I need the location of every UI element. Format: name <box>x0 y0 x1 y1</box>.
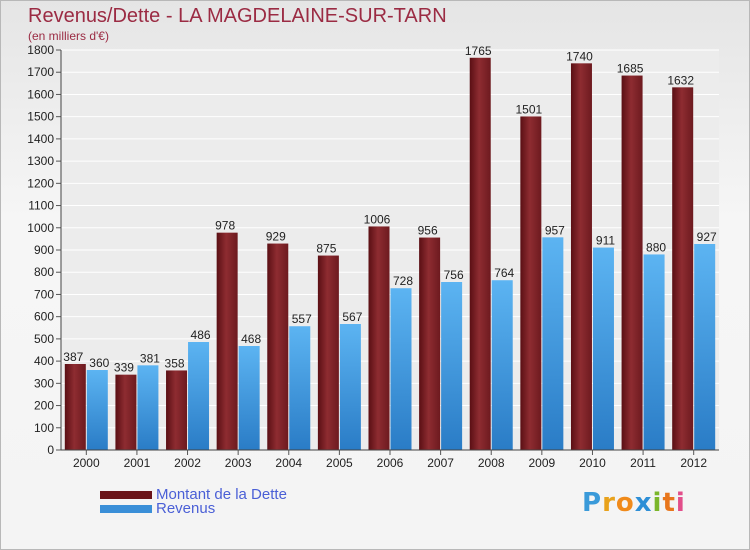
y-tick-label: 600 <box>34 310 54 324</box>
x-tick-label: 2000 <box>73 456 100 470</box>
x-tick-label: 2009 <box>528 456 555 470</box>
chart-title: Revenus/Dette - LA MAGDELAINE-SUR-TARN <box>28 5 447 27</box>
y-axis: 0 100 200 300 400 500 600 700 800 900 1000 1100 1200… <box>27 43 62 457</box>
data-label: 875 <box>316 242 336 256</box>
data-label: 911 <box>596 234 615 248</box>
data-label: 381 <box>140 351 160 365</box>
bar-revenue <box>390 288 412 450</box>
bar-debt <box>64 364 86 450</box>
grid-lines <box>61 49 719 451</box>
bar-debt <box>419 237 441 450</box>
bar-revenue <box>491 280 513 450</box>
legend-swatch-debt <box>100 490 152 499</box>
legend-label-debt: Montant de la Dette <box>156 486 287 503</box>
data-label: 567 <box>342 310 362 324</box>
x-tick-label: 2001 <box>124 456 151 470</box>
x-tick-label: 2004 <box>275 456 302 470</box>
legend-item-revenue: Revenus <box>100 500 215 517</box>
y-tick-label: 100 <box>34 421 54 435</box>
bar-debt <box>520 116 542 450</box>
data-label: 956 <box>418 224 438 238</box>
data-label: 1685 <box>617 62 644 76</box>
data-label: 927 <box>697 230 717 244</box>
bar-revenue <box>86 370 108 450</box>
legend-item-debt: Montant de la Dette <box>100 486 287 503</box>
x-tick-label: 2011 <box>630 456 656 470</box>
bar-revenue <box>441 282 463 450</box>
bar-debt <box>368 226 390 450</box>
bar-debt <box>267 243 289 450</box>
bar-debt <box>115 374 137 450</box>
data-label: 1740 <box>566 49 593 63</box>
proxiti-logo: Proxiti <box>582 488 686 518</box>
data-label: 557 <box>292 312 312 326</box>
y-tick-label: 1100 <box>28 199 54 213</box>
data-label: 1632 <box>667 73 694 87</box>
data-label: 756 <box>444 268 464 282</box>
y-tick-label: 400 <box>34 354 54 368</box>
y-tick-label: 200 <box>34 399 54 413</box>
data-label: 764 <box>494 266 514 280</box>
data-label: 486 <box>191 328 211 342</box>
bar-debt <box>317 255 339 450</box>
y-tick-label: 1200 <box>27 176 54 190</box>
y-tick-label: 1800 <box>27 43 54 57</box>
y-tick-label: 0 <box>47 443 54 457</box>
bar-revenue <box>592 247 614 450</box>
y-tick-label: 1500 <box>27 110 54 124</box>
x-tick-label: 2003 <box>225 456 252 470</box>
x-tick-label: 2007 <box>427 456 454 470</box>
bar-revenue <box>542 237 564 450</box>
data-label: 358 <box>165 356 185 370</box>
y-tick-label: 1700 <box>27 65 54 79</box>
bar-debt <box>570 63 592 450</box>
y-tick-label: 700 <box>34 287 54 301</box>
data-label: 880 <box>646 240 666 254</box>
bar-revenue <box>188 342 210 450</box>
bar-revenue <box>339 324 361 450</box>
bar-revenue <box>694 244 716 450</box>
legend-label-revenue: Revenus <box>156 500 216 517</box>
bar-revenue <box>238 346 260 450</box>
x-tick-label: 2010 <box>579 456 606 470</box>
data-label: 957 <box>545 223 565 237</box>
chart-subtitle: (en milliers d'€) <box>28 29 109 43</box>
bar-debt <box>469 57 491 451</box>
y-tick-label: 1400 <box>27 132 54 146</box>
x-tick-label: 2006 <box>377 456 404 470</box>
x-axis: 2000 2001 2002 2003 2004 2005 2006 2007 2008 2009… <box>61 449 719 470</box>
data-label: 1765 <box>465 44 492 58</box>
data-label: 728 <box>393 274 413 288</box>
data-label: 978 <box>215 219 235 233</box>
x-tick-label: 2002 <box>174 456 201 470</box>
bar-revenue <box>137 365 159 450</box>
y-tick-label: 1300 <box>27 154 54 168</box>
bar-revenue <box>643 254 665 450</box>
y-tick-label: 500 <box>34 332 54 346</box>
x-tick-label: 2005 <box>326 456 353 470</box>
y-tick-label: 300 <box>34 376 54 390</box>
bar-debt <box>216 232 238 450</box>
bars: 387 360 339 381 358 486 978 468 929 557 875 567 1006… <box>63 44 717 451</box>
data-label: 360 <box>89 356 109 370</box>
data-label: 468 <box>241 332 261 346</box>
bar-debt <box>672 87 694 450</box>
y-tick-label: 900 <box>34 243 54 257</box>
y-tick-label: 1000 <box>27 221 54 235</box>
y-tick-label: 1600 <box>27 87 54 101</box>
bar-revenue <box>289 326 311 450</box>
data-label: 1006 <box>364 212 391 226</box>
data-label: 339 <box>114 361 134 375</box>
bar-debt <box>621 75 643 451</box>
data-label: 387 <box>63 350 83 364</box>
legend-swatch-revenue <box>100 504 152 513</box>
data-label: 929 <box>266 230 286 244</box>
data-label: 1501 <box>515 102 542 116</box>
y-tick-label: 800 <box>34 265 54 279</box>
x-tick-label: 2008 <box>478 456 505 470</box>
bar-debt <box>166 370 188 450</box>
x-tick-label: 2012 <box>680 456 707 470</box>
